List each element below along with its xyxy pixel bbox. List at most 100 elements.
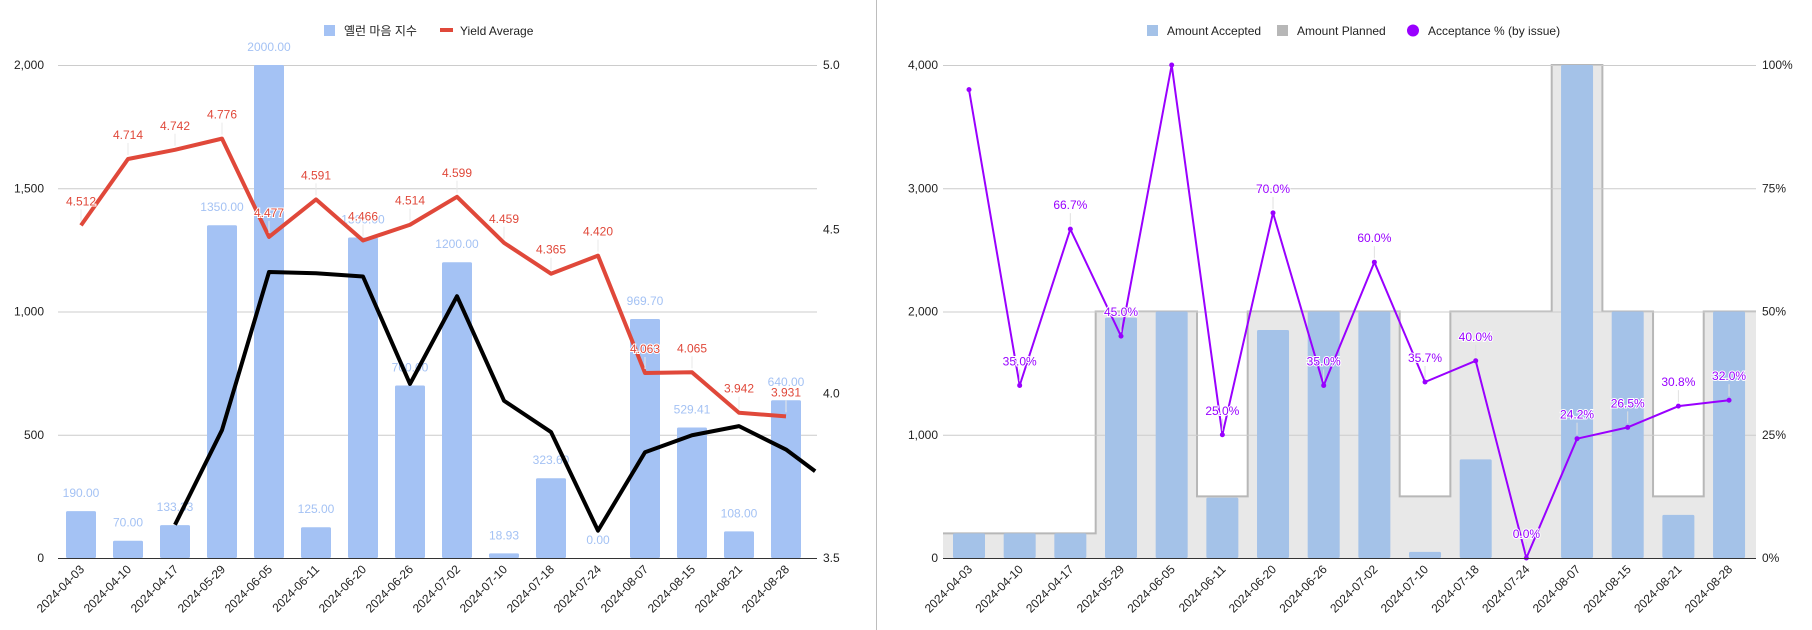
x-tick-label: 2024-07-02: [1327, 562, 1381, 616]
bar-data-label: 125.00: [298, 502, 335, 516]
left-black-line: [173, 270, 817, 533]
yield-data-label: 4.599: [442, 166, 472, 180]
bar: [1155, 311, 1188, 558]
legend-label-acceptance: Acceptance % (by issue): [1428, 24, 1560, 38]
trend-line: [173, 270, 817, 533]
yield-data-label: 4.459: [489, 212, 519, 226]
acceptance-point: [1270, 210, 1276, 216]
yield-data-label: 4.742: [160, 119, 190, 133]
bar: [442, 262, 472, 558]
acceptance-data-label: 32.0%: [1712, 369, 1746, 383]
x-tick-label: 2024-06-11: [269, 562, 322, 615]
bar-data-label: 0.00: [586, 533, 610, 547]
legend-swatch-yield: [440, 28, 453, 32]
bar: [1611, 311, 1644, 558]
bar-data-label: 70.00: [113, 516, 143, 530]
acceptance-data-label: 26.5%: [1611, 396, 1645, 410]
legend-label-yield: Yield Average: [460, 24, 534, 38]
bar: [301, 527, 331, 558]
x-tick-label: 2024-06-05: [1124, 562, 1178, 616]
bar: [1561, 65, 1594, 558]
acceptance-point: [1219, 432, 1225, 438]
x-tick-label: 2024-08-07: [1530, 562, 1584, 616]
x-tick-label: 2024-08-28: [1682, 562, 1736, 616]
acceptance-data-label: 24.2%: [1560, 408, 1594, 422]
bar: [113, 540, 143, 558]
y-tick-label: 2,000: [908, 305, 938, 319]
x-tick-label: 2024-06-20: [316, 562, 370, 616]
x-tick-label: 2024-07-18: [1429, 562, 1483, 616]
y-tick-label: 3,000: [908, 181, 938, 195]
acceptance-point: [1726, 397, 1732, 403]
acceptance-point: [1118, 333, 1124, 339]
x-tick-label: 2024-08-07: [598, 562, 652, 616]
y-tick-label: 1,500: [14, 181, 44, 195]
right-legend: Amount Accepted Amount Planned Acceptanc…: [1147, 24, 1560, 38]
x-tick-label: 2024-06-05: [222, 562, 276, 616]
x-tick-label: 2024-07-18: [504, 562, 558, 616]
x-tick-label: 2024-07-24: [551, 562, 605, 616]
yield-data-label: 4.065: [677, 341, 707, 355]
yield-data-label: 3.942: [724, 382, 754, 396]
legend-swatch-planned: [1277, 25, 1288, 36]
left-y2-axis: 3.5 4.0 4.5 5.0: [823, 58, 840, 565]
yield-data-label: 4.514: [395, 194, 425, 208]
acceptance-data-label: 60.0%: [1357, 231, 1391, 245]
yield-data-label: 3.931: [771, 385, 801, 399]
legend-label-accepted: Amount Accepted: [1167, 24, 1261, 38]
yield-data-label: 4.591: [301, 168, 331, 182]
bar: [1105, 317, 1138, 558]
bar: [677, 427, 707, 558]
yield-data-label: 4.776: [207, 108, 237, 122]
legend-label-planned: Amount Planned: [1297, 24, 1386, 38]
bar: [1409, 551, 1442, 558]
acceptance-point: [1017, 382, 1023, 388]
acceptance-point: [1675, 403, 1681, 409]
bar-data-label: 18.93: [489, 528, 519, 542]
right-bars: [953, 65, 1746, 558]
y-tick-label: 4,000: [908, 58, 938, 72]
acceptance-data-label: 35.0%: [1003, 354, 1037, 368]
bar: [1459, 459, 1492, 558]
acceptance-point: [1067, 226, 1073, 232]
y2-tick-label: 25%: [1762, 428, 1786, 442]
bar: [1257, 329, 1290, 558]
y2-tick-label: 0%: [1762, 551, 1780, 565]
right-chart: Amount Accepted Amount Planned Acceptanc…: [908, 24, 1793, 616]
acceptance-data-label: 0.0%: [1513, 527, 1541, 541]
yield-line: [79, 136, 787, 419]
acceptance-data-label: 45.0%: [1104, 305, 1138, 319]
acceptance-data-label: 35.7%: [1408, 351, 1442, 365]
acceptance-data-label: 66.7%: [1053, 198, 1087, 212]
bar: [348, 237, 378, 559]
x-tick-label: 2024-08-28: [739, 562, 793, 616]
bar: [66, 511, 96, 558]
left-legend: 옐런 마음 지수 Yield Average: [324, 24, 534, 38]
x-tick-label: 2024-04-10: [972, 562, 1026, 616]
y-tick-label: 1,000: [908, 428, 938, 442]
bar: [1054, 533, 1087, 558]
x-tick-label: 2024-07-24: [1479, 562, 1533, 616]
acceptance-point: [1169, 62, 1175, 68]
bar: [1358, 311, 1391, 558]
x-tick-label: 2024-06-26: [363, 562, 417, 616]
bar: [771, 400, 801, 558]
left-chart: 옐런 마음 지수 Yield Average 190.0070.00133.33…: [14, 24, 840, 616]
acceptance-data-label: 70.0%: [1256, 182, 1290, 196]
x-tick-label: 2024-04-10: [81, 562, 135, 616]
y-tick-label: 2,000: [14, 58, 44, 72]
x-tick-label: 2024-05-29: [1074, 562, 1128, 616]
acceptance-point: [1473, 358, 1479, 364]
x-tick-label: 2024-06-20: [1226, 562, 1280, 616]
bar: [1713, 311, 1746, 558]
legend-swatch-bars: [324, 25, 335, 36]
x-tick-label: 2024-08-21: [1631, 562, 1685, 616]
acceptance-point: [1422, 379, 1428, 385]
y2-tick-label: 75%: [1762, 181, 1786, 195]
x-tick-label: 2024-07-10: [1378, 562, 1432, 616]
acceptance-point: [1625, 424, 1631, 430]
yield-data-label: 4.365: [536, 243, 566, 257]
right-x-axis: 2024-04-032024-04-102024-04-172024-05-29…: [922, 558, 1756, 616]
bar-data-label: 323.60: [533, 453, 570, 467]
x-tick-label: 2024-07-02: [410, 562, 464, 616]
